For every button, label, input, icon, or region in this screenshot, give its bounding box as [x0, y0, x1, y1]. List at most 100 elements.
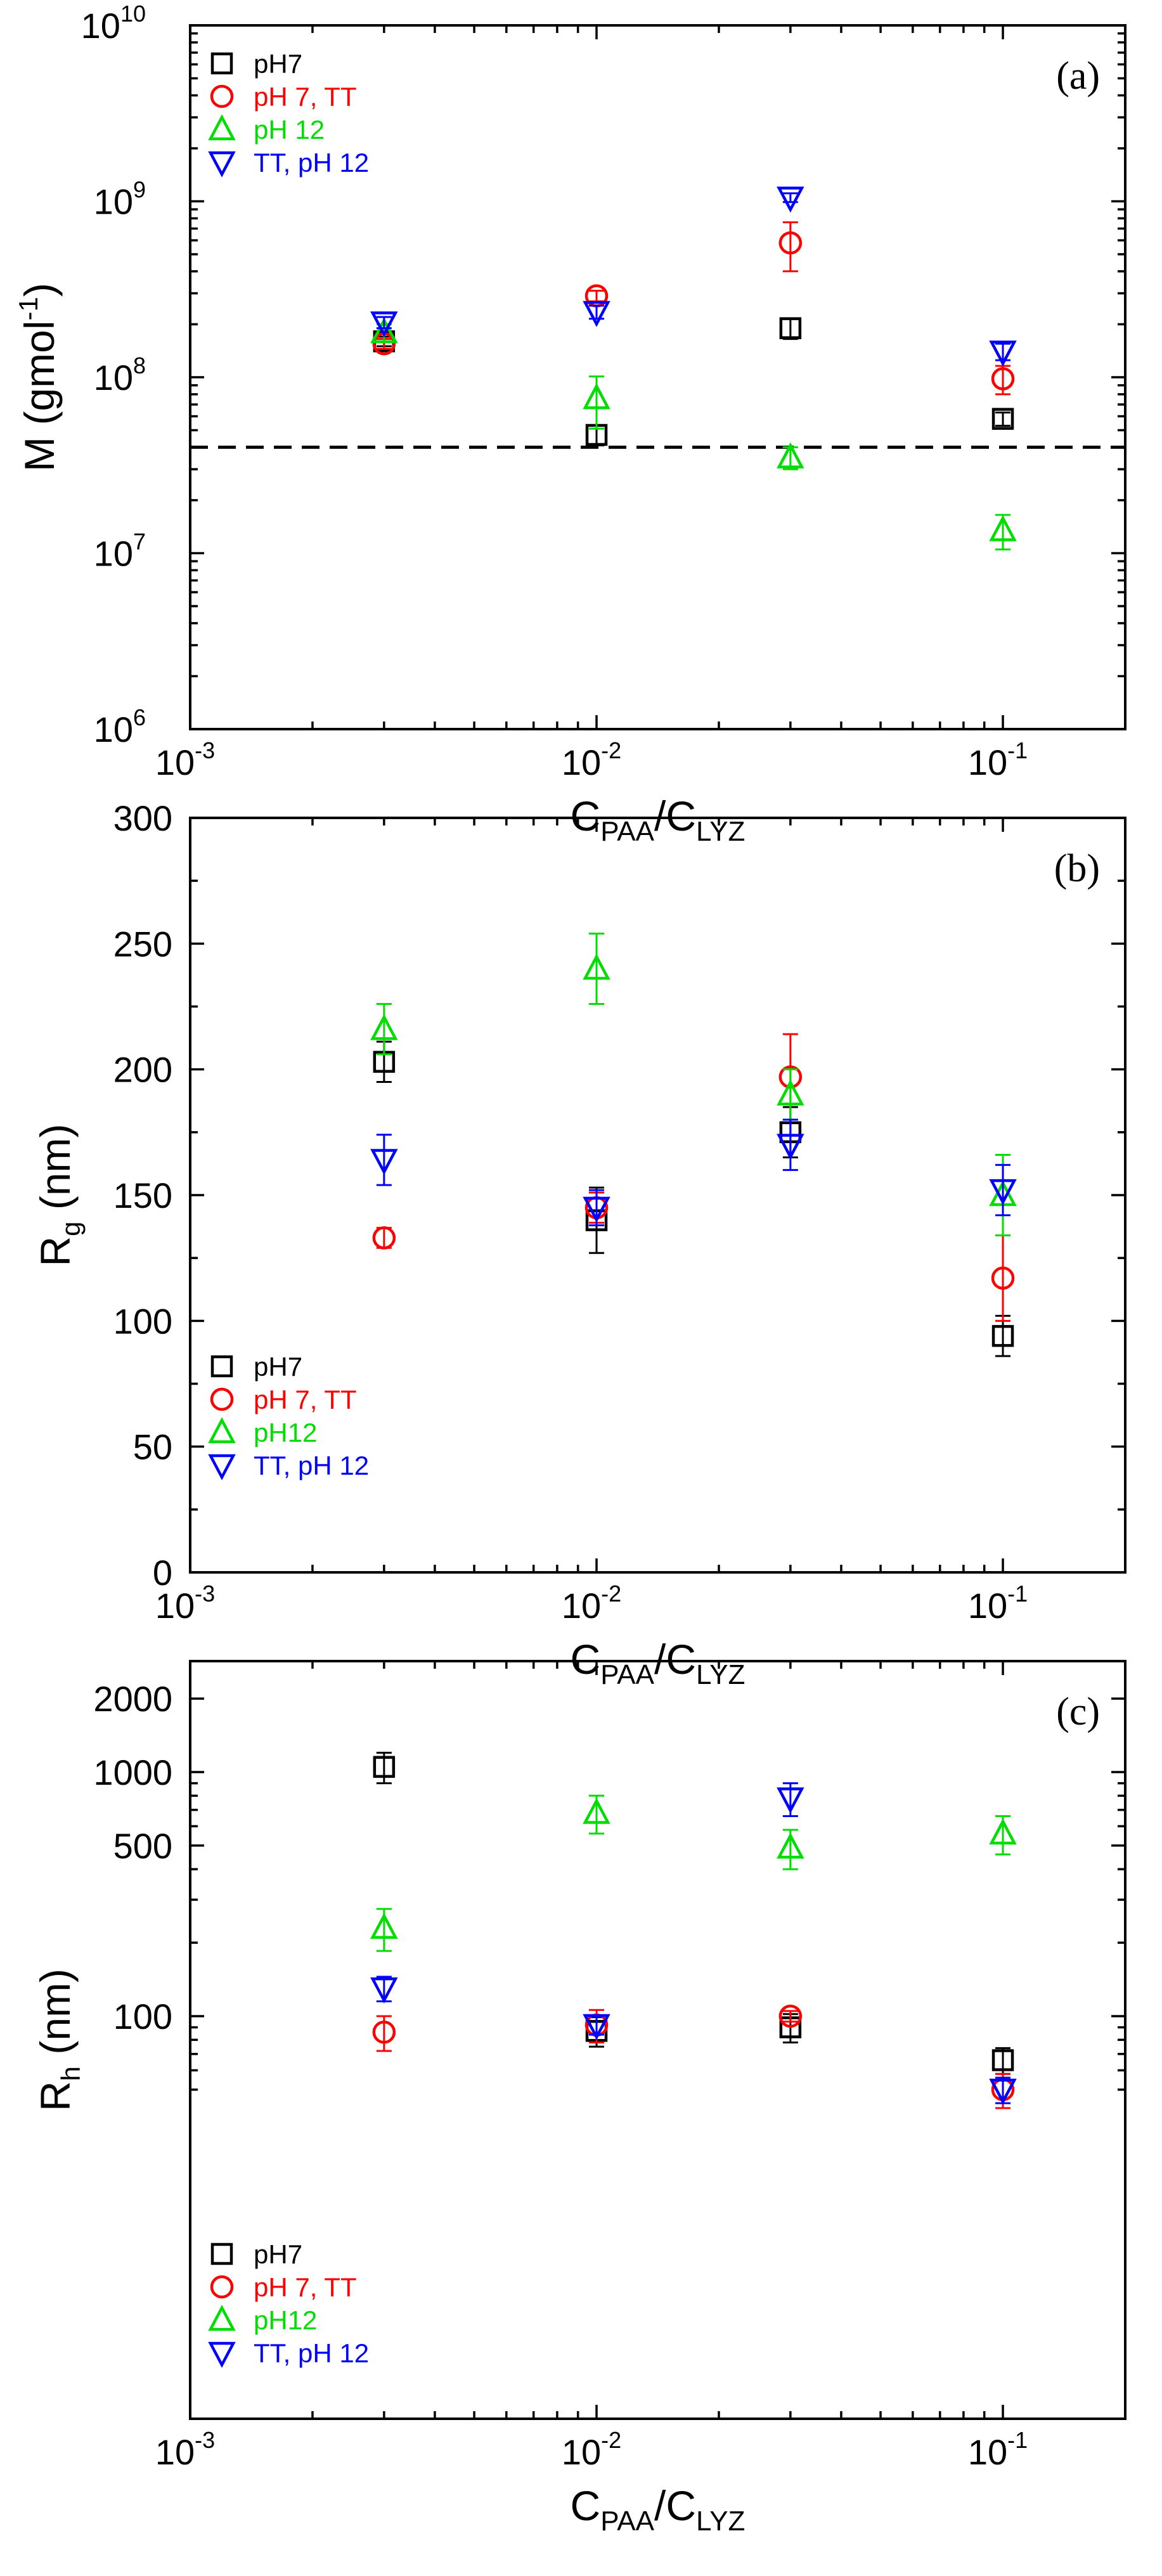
panel-c-legend-label: pH7 [254, 2239, 302, 2269]
panel-a-x-axis-title: CPAA/CLYZ [571, 793, 746, 847]
panel-c-x-tick-exp: -3 [195, 2427, 215, 2453]
panel-a-xlabel-sub1: PAA [600, 816, 654, 847]
panel-b-y-axis-title: Rg (nm) [32, 1123, 86, 1266]
panel-b-point-triangle-down [777, 1134, 804, 1160]
panel-a-frame [189, 24, 1126, 730]
panel-b-ylabel-sub: g [56, 1221, 86, 1236]
panel-b-series-0 [373, 1040, 1014, 1357]
panel-c-y-axis-title: Rh (nm) [32, 1969, 86, 2111]
panel-a-y-tick-base: 10 [94, 709, 133, 749]
panel-c-point-triangle-down [777, 1787, 804, 1814]
panel-a-y-tick-label: 106 [94, 704, 146, 749]
panel-c-legend-label: pH 7, TT [254, 2272, 357, 2302]
panel-a-point-triangle-down [777, 186, 804, 213]
panel-c-x-tick-exp: -1 [1007, 2427, 1028, 2453]
panel-c-legend-marker [208, 2341, 236, 2368]
panel-c-point-circle [372, 2020, 396, 2044]
panel-c-xlabel-sub1: PAA [600, 2506, 654, 2537]
panel-c-xlabel-main: C [571, 2482, 601, 2529]
panel-c-y-tick-label: 100 [113, 1997, 172, 2036]
panel-c-ylabel-sub: h [56, 2066, 86, 2081]
panel-b-y-tick-label: 200 [113, 1050, 172, 1090]
panel-a-point-square [779, 317, 802, 339]
panel-c-point-triangle-up [583, 1797, 610, 1824]
panel-c-legend-marker [210, 2243, 233, 2265]
panel-a-ylabel-sup: -1 [13, 297, 43, 320]
panel-a-x-tick-label: 10-2 [562, 737, 621, 782]
panel-a-x-tick-exp: -3 [195, 737, 215, 763]
panel-a-y-tick-label: 107 [94, 529, 146, 574]
panel-b-legend-marker [210, 1355, 233, 1378]
panel-a-xlabel-sub2: LYZ [696, 816, 745, 847]
panel-b-y-tick-label: 150 [113, 1175, 172, 1215]
panel-a-label: (a) [1056, 55, 1100, 98]
panel-c-y-tick-label: 2000 [93, 1679, 172, 1719]
panel-b-legend-marker [208, 1417, 236, 1444]
panel-b-xlabel-sub2: LYZ [696, 1659, 745, 1690]
panel-c-point-triangle-down [583, 2014, 610, 2040]
panel-a-x-tick-exp: -2 [601, 737, 621, 763]
panel-a-y-tick-base: 10 [94, 182, 133, 222]
panel-a-series-0 [373, 317, 1014, 446]
panel-a-legend-marker [210, 52, 233, 75]
panel-a-x-tick-label: 10-1 [968, 737, 1028, 782]
panel-c-point-triangle-up [989, 1818, 1017, 1845]
panel-a-point-triangle-up [777, 442, 804, 469]
panel-c-x-tick-label: 10-2 [562, 2427, 621, 2472]
panel-a-y-tick-base: 10 [81, 6, 120, 46]
panel-b-x-tick-label: 10-1 [968, 1581, 1028, 1626]
panel-b-x-tick-label: 10-2 [562, 1581, 621, 1626]
panel-a-y-tick-exp: 9 [133, 177, 146, 203]
panel-a-legend-label: pH 7, TT [254, 82, 357, 112]
panel-a-legend-marker [208, 114, 236, 141]
panel-c-y-tick-label: 1000 [93, 1752, 172, 1792]
panel-b-legend-label: pH12 [254, 1418, 317, 1447]
panel-a-point-triangle-up [370, 317, 398, 344]
panel-c-point-square [991, 2049, 1014, 2071]
panel-b-x-tick-exp: -2 [601, 1581, 621, 1607]
panel-a-xlabel-main: C [571, 793, 601, 839]
panel-a-y-tick-exp: 6 [133, 704, 146, 730]
panel-c-ylabel-prefix: R [32, 2081, 79, 2111]
panel-c-ylabel-suffix: (nm) [32, 1969, 79, 2066]
panel-c-series-0 [373, 1752, 1014, 2075]
panel-c-label: (c) [1056, 1690, 1100, 1733]
panel-a-series-3 [370, 186, 1017, 367]
panel-a-ylabel-prefix: M (gmol [16, 320, 63, 471]
panel-c-point-triangle-down [370, 1977, 398, 2003]
panel-a-x-tick-base: 10 [562, 742, 601, 782]
panel-a-x-tick-exp: -1 [1007, 737, 1028, 763]
panel-b-y-tick-label: 50 [133, 1427, 172, 1467]
panel-a-legend-marker [208, 151, 236, 178]
panel-a-point-triangle-up [989, 515, 1017, 541]
panel-a-legend-label: TT, pH 12 [254, 148, 369, 178]
panel-b-x-tick-exp: -3 [195, 1581, 215, 1607]
panel-b-x-tick-exp: -1 [1007, 1581, 1028, 1607]
panel-b-point-circle [991, 1266, 1015, 1290]
panel-b-ylabel-suffix: (nm) [32, 1123, 79, 1221]
panel-c-x-tick-label: 10-1 [968, 2427, 1028, 2472]
panel-a-legend-label: pH 12 [254, 115, 325, 145]
panel-b-y-tick-label: 0 [153, 1553, 172, 1593]
panel-b-point-circle [372, 1226, 396, 1250]
panel-a-ylabel-suffix: ) [16, 283, 63, 297]
panel-b-legend-label: pH7 [254, 1352, 302, 1382]
panel-a-y-tick-exp: 10 [120, 1, 146, 27]
panel-a-point-triangle-up [583, 383, 610, 410]
panel-b-xlabel-main: C [571, 1636, 601, 1683]
panel-b-legend-marker [208, 1454, 236, 1480]
panel-c-point-triangle-up [370, 1912, 398, 1939]
panel-b-y-tick-label: 100 [113, 1301, 172, 1341]
panel-b-point-triangle-up [370, 1014, 398, 1040]
panel-a-y-tick-base: 10 [94, 358, 133, 398]
panel-a-legend-marker [210, 84, 234, 108]
panel-a-legend-label: pH7 [254, 49, 302, 79]
panel-b-point-triangle-up [777, 1079, 804, 1106]
panel-a-y-tick-label: 1010 [81, 1, 146, 46]
panel-a-y-tick-label: 108 [94, 353, 146, 398]
panel-c-xlabel-sep: /C [654, 2482, 696, 2529]
